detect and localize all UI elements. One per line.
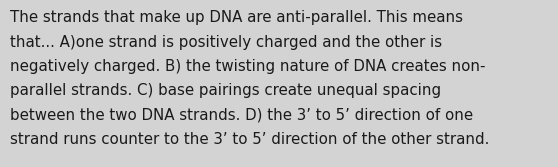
Text: that... A)one strand is positively charged and the other is: that... A)one strand is positively charg… <box>10 35 442 49</box>
Text: negatively charged. B) the twisting nature of DNA creates non-: negatively charged. B) the twisting natu… <box>10 59 485 74</box>
Text: between the two DNA strands. D) the 3’ to 5’ direction of one: between the two DNA strands. D) the 3’ t… <box>10 108 473 123</box>
Text: The strands that make up DNA are anti-parallel. This means: The strands that make up DNA are anti-pa… <box>10 10 463 25</box>
Text: strand runs counter to the 3’ to 5’ direction of the other strand.: strand runs counter to the 3’ to 5’ dire… <box>10 132 489 147</box>
Text: parallel strands. C) base pairings create unequal spacing: parallel strands. C) base pairings creat… <box>10 84 441 99</box>
